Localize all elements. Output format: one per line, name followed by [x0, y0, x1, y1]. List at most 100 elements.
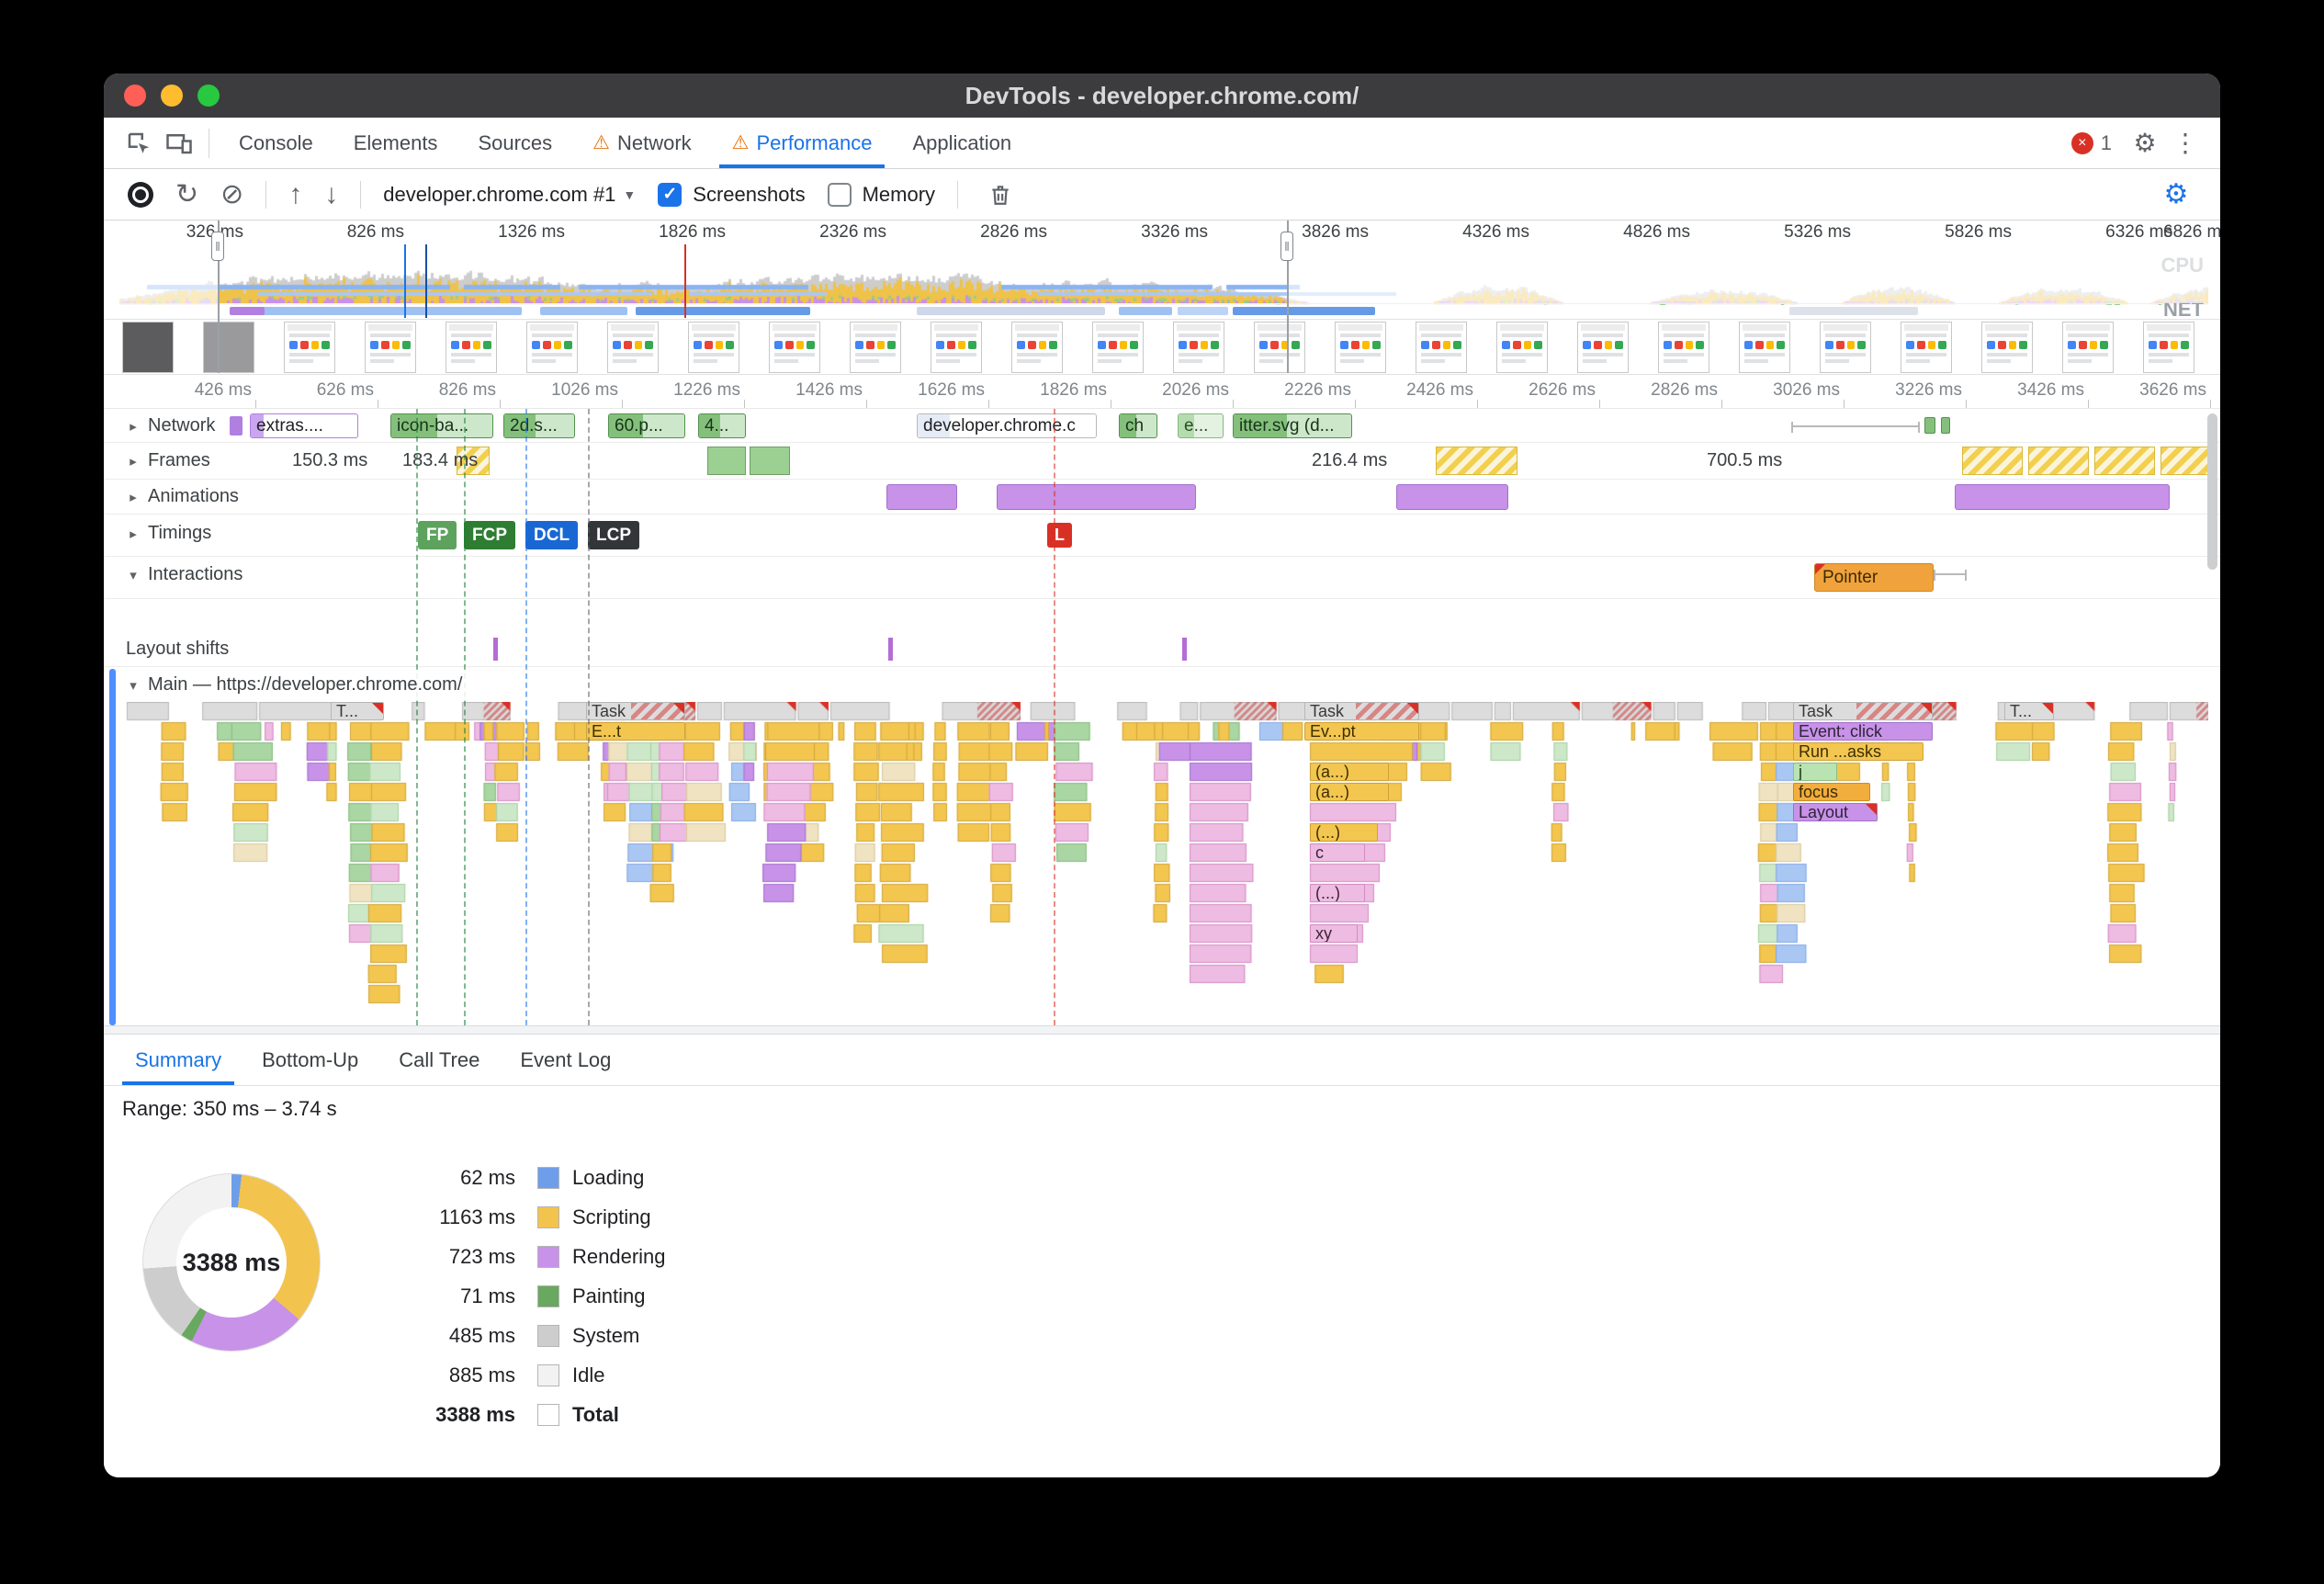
screenshot-thumbnail[interactable] [2143, 322, 2194, 373]
animation-bar[interactable] [1396, 484, 1508, 510]
animations-track[interactable] [104, 480, 2220, 515]
network-request[interactable] [1941, 417, 1950, 434]
network-request[interactable]: icon-ba... [390, 413, 493, 438]
collect-garbage-icon[interactable] [980, 175, 1021, 215]
screenshot-thumbnail[interactable] [203, 322, 254, 373]
network-request[interactable]: developer.chrome.c [917, 413, 1097, 438]
screenshot-thumbnail[interactable] [446, 322, 497, 373]
layout-shifts-track-label[interactable]: Layout shifts [122, 637, 239, 662]
panel-resize-handle[interactable] [104, 1025, 2220, 1035]
animation-bar[interactable] [997, 484, 1196, 510]
flame-bar[interactable]: Run ...asks [1793, 742, 1924, 761]
flame-bar[interactable]: j [1793, 763, 1837, 781]
screenshot-thumbnail[interactable] [1658, 322, 1709, 373]
flame-bar[interactable]: (a...) [1310, 783, 1389, 801]
network-request[interactable]: 4... [698, 413, 746, 438]
timing-marker-l[interactable]: L [1047, 523, 1072, 548]
inspect-icon[interactable] [118, 123, 159, 164]
timing-badge-fp[interactable]: FP [418, 521, 457, 549]
network-request[interactable]: ch [1119, 413, 1157, 438]
tab-sources[interactable]: Sources [457, 118, 572, 168]
selection-left-handle[interactable]: ‖ [211, 232, 224, 261]
details-tab-call-tree[interactable]: Call Tree [399, 1047, 480, 1071]
screenshot-thumbnail[interactable] [365, 322, 416, 373]
profile-select[interactable]: developer.chrome.com #1 ▼ [383, 183, 636, 207]
flame-bar[interactable]: Task [586, 702, 685, 720]
screenshot-thumbnail[interactable] [526, 322, 578, 373]
screenshot-thumbnail[interactable] [1335, 322, 1386, 373]
frames-track[interactable]: 150.3 ms 183.4 ms 216.4 ms 700.5 ms [104, 443, 2220, 480]
flame-bar[interactable]: Task [1793, 702, 1933, 720]
flame-bar[interactable]: Layout [1793, 803, 1878, 821]
vertical-scrollbar[interactable] [2207, 413, 2217, 1020]
details-tab-event-log[interactable]: Event Log [520, 1047, 612, 1071]
screenshot-thumbnail[interactable] [1416, 322, 1467, 373]
layout-shift-marker[interactable] [1182, 638, 1187, 661]
layout-shift-marker[interactable] [493, 638, 498, 661]
screenshots-checkbox[interactable]: ✓ Screenshots [658, 182, 806, 207]
animation-bar[interactable] [1955, 484, 2170, 510]
layout-shift-marker[interactable] [888, 638, 893, 661]
screenshot-thumbnail[interactable] [1577, 322, 1629, 373]
tab-elements[interactable]: Elements [333, 118, 458, 168]
screenshot-thumbnail[interactable] [1820, 322, 1871, 373]
flame-bar[interactable]: c [1310, 843, 1365, 862]
network-request[interactable] [1924, 417, 1935, 434]
animation-bar[interactable] [886, 484, 957, 510]
reload-and-record-icon[interactable]: ↻ [175, 178, 199, 209]
flame-bar[interactable]: (a...) [1310, 763, 1389, 781]
record-button[interactable] [128, 181, 153, 208]
network-request[interactable]: 2d.s... [503, 413, 575, 438]
screenshot-thumbnail[interactable] [607, 322, 659, 373]
network-track-label[interactable]: ▸ Network [122, 413, 225, 438]
network-request[interactable]: itter.svg (d... [1233, 413, 1352, 438]
screenshot-thumbnail[interactable] [1496, 322, 1548, 373]
screenshot-thumbnail[interactable] [122, 322, 174, 373]
flame-bar[interactable]: E...t [586, 722, 685, 741]
timing-badge-lcp[interactable]: LCP [588, 521, 639, 549]
screenshot-thumbnail[interactable] [1981, 322, 2033, 373]
interaction-pointer-bar[interactable]: Pointer [1814, 563, 1934, 592]
capture-settings-gear-icon[interactable]: ⚙ [2163, 179, 2189, 209]
save-profile-icon[interactable]: ↓ [324, 178, 339, 209]
clear-recording-icon[interactable]: ⊘ [220, 178, 244, 209]
screenshot-thumbnail[interactable] [1173, 322, 1224, 373]
screenshot-thumbnail[interactable] [850, 322, 901, 373]
tab-console[interactable]: Console [219, 118, 333, 168]
window-zoom-button[interactable] [197, 85, 220, 107]
details-tab-bottom-up[interactable]: Bottom-Up [262, 1047, 359, 1071]
screenshot-thumbnail[interactable] [931, 322, 982, 373]
flame-bar[interactable]: focus [1793, 783, 1870, 801]
frames-track-label[interactable]: ▸ Frames [122, 448, 220, 473]
timings-track[interactable]: FP FCP DCL LCP L [104, 515, 2220, 557]
tab-network[interactable]: ⚠ Network [572, 118, 712, 168]
main-flame-chart[interactable]: T... Task E...t Task Ev...pt (a...) (a...) (...… [104, 702, 2220, 1025]
screenshot-thumbnail[interactable] [1739, 322, 1790, 373]
flame-bar[interactable]: xy [1310, 924, 1358, 943]
animations-track-label[interactable]: ▸ Animations [122, 484, 248, 509]
screenshot-thumbnail[interactable] [769, 322, 820, 373]
tab-application[interactable]: Application [892, 118, 1032, 168]
timings-track-label[interactable]: ▸ Timings [122, 521, 221, 546]
timing-badge-fcp[interactable]: FCP [464, 521, 515, 549]
tab-performance[interactable]: ⚠ Performance [712, 118, 893, 168]
interactions-track[interactable]: Pointer [104, 557, 2220, 599]
load-profile-icon[interactable]: ↑ [288, 178, 303, 209]
screenshot-thumbnail[interactable] [1901, 322, 1952, 373]
window-close-button[interactable] [124, 85, 146, 107]
flame-bar[interactable]: T... [2004, 702, 2054, 720]
main-track-label[interactable]: ▾ Main — https://developer.chrome.com/ [122, 673, 472, 697]
details-tab-summary[interactable]: Summary [115, 1035, 242, 1085]
screenshot-thumbnail[interactable] [284, 322, 335, 373]
screenshot-thumbnail[interactable] [1011, 322, 1063, 373]
error-count-badge[interactable]: × 1 [2070, 131, 2112, 155]
flame-bar[interactable]: T... [331, 702, 384, 720]
interactions-track-label[interactable]: ▾ Interactions [122, 562, 253, 587]
network-request[interactable]: 60.p... [608, 413, 685, 438]
flame-bar[interactable]: Task [1304, 702, 1419, 720]
screenshot-thumbnail[interactable] [1254, 322, 1305, 373]
settings-gear-icon[interactable]: ⚙ [2133, 129, 2157, 157]
network-request-chip[interactable] [230, 416, 243, 436]
device-toolbar-icon[interactable] [159, 123, 199, 164]
